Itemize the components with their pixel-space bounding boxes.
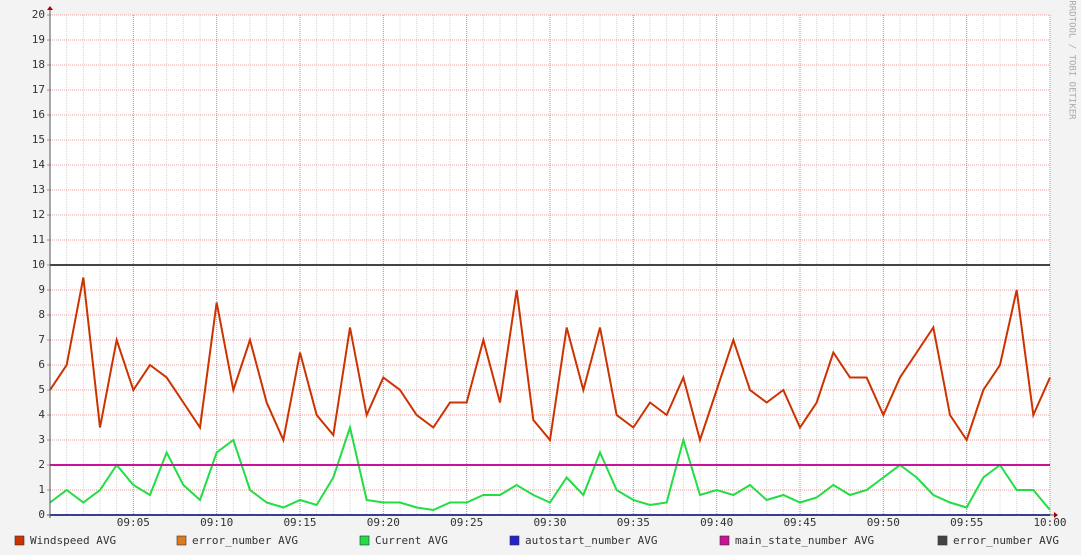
y-tick-label: 16 xyxy=(32,108,45,121)
y-tick-label: 2 xyxy=(38,458,45,471)
y-tick-label: 9 xyxy=(38,283,45,296)
legend-label: error_number AVG xyxy=(953,534,1059,547)
series-line xyxy=(49,423,1051,512)
legend-label: error_number AVG xyxy=(192,534,298,547)
x-tick-label: 09:05 xyxy=(117,516,150,529)
y-axis-arrow xyxy=(47,6,53,10)
x-tick-label: 09:30 xyxy=(533,516,566,529)
legend-label: main_state_number AVG xyxy=(735,534,874,547)
legend-swatch xyxy=(937,535,948,546)
x-tick-label: 09:10 xyxy=(200,516,233,529)
y-tick-label: 17 xyxy=(32,83,45,96)
legend-label: Current AVG xyxy=(375,534,448,547)
y-tick-label: 1 xyxy=(38,483,45,496)
y-tick-label: 5 xyxy=(38,383,45,396)
y-tick-label: 11 xyxy=(32,233,45,246)
y-tick-label: 18 xyxy=(32,58,45,71)
series-line xyxy=(49,277,1051,444)
legend-label: Windspeed AVG xyxy=(30,534,116,547)
y-tick-label: 10 xyxy=(32,258,45,271)
y-tick-label: 0 xyxy=(38,508,45,521)
legend-swatch xyxy=(719,535,730,546)
legend-swatch xyxy=(14,535,25,546)
y-tick-label: 7 xyxy=(38,333,45,346)
legend-label: autostart_number AVG xyxy=(525,534,657,547)
y-tick-label: 4 xyxy=(38,408,45,421)
legend-swatch xyxy=(176,535,187,546)
legend-swatch xyxy=(359,535,370,546)
x-tick-label: 09:45 xyxy=(783,516,816,529)
x-tick-label: 10:00 xyxy=(1033,516,1066,529)
x-tick-label: 09:35 xyxy=(617,516,650,529)
y-tick-label: 8 xyxy=(38,308,45,321)
y-tick-label: 3 xyxy=(38,433,45,446)
x-tick-label: 09:25 xyxy=(450,516,483,529)
y-tick-label: 19 xyxy=(32,33,45,46)
y-tick-label: 20 xyxy=(32,8,45,21)
watermark: RRDTOOL / TOBI OETIKER xyxy=(1067,0,1077,120)
x-tick-label: 09:15 xyxy=(283,516,316,529)
y-tick-label: 13 xyxy=(32,183,45,196)
x-tick-label: 09:55 xyxy=(950,516,983,529)
y-tick-label: 6 xyxy=(38,358,45,371)
x-tick-label: 09:40 xyxy=(700,516,733,529)
legend-swatch xyxy=(509,535,520,546)
y-tick-label: 14 xyxy=(32,158,46,171)
x-tick-label: 09:20 xyxy=(367,516,400,529)
y-tick-label: 12 xyxy=(32,208,45,221)
y-tick-label: 15 xyxy=(32,133,45,146)
x-axis-arrow xyxy=(1054,512,1058,518)
x-tick-label: 09:50 xyxy=(867,516,900,529)
